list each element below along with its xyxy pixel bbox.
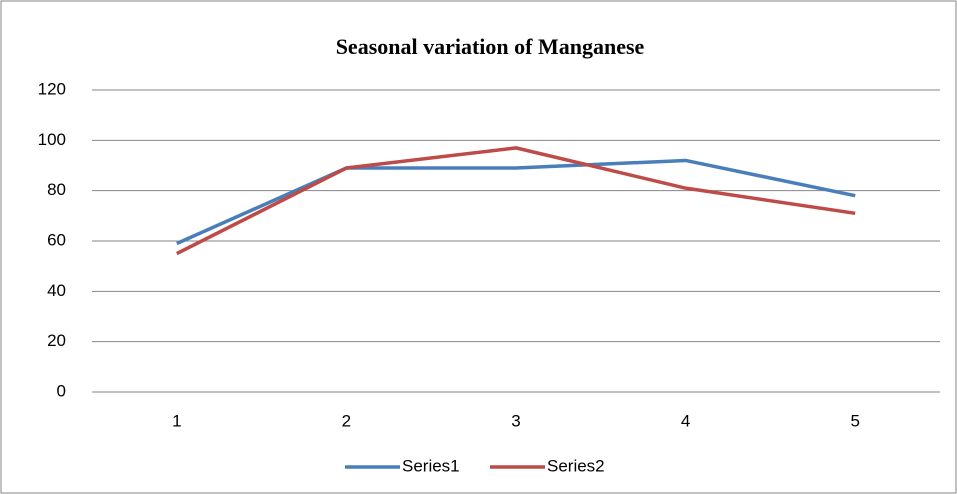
- y-tick-label: 20: [47, 331, 66, 350]
- y-tick-label: 0: [57, 381, 66, 400]
- x-tick-label: 3: [511, 411, 520, 430]
- series-line: [176, 146, 856, 256]
- chart-title: Seasonal variation of Manganese: [336, 34, 645, 59]
- y-tick-label: 80: [47, 180, 66, 199]
- x-tick-label: 2: [342, 411, 351, 430]
- x-tick-label: 4: [681, 411, 690, 430]
- y-tick-label: 100: [38, 130, 66, 149]
- x-tick-label: 1: [172, 411, 181, 430]
- legend-label: Series1: [402, 456, 460, 475]
- series-line: [176, 158, 856, 246]
- y-tick-label: 40: [47, 281, 66, 300]
- legend-label: Series2: [547, 456, 605, 475]
- y-tick-label: 120: [38, 79, 66, 98]
- x-tick-label: 5: [850, 411, 859, 430]
- y-tick-label: 60: [47, 230, 66, 249]
